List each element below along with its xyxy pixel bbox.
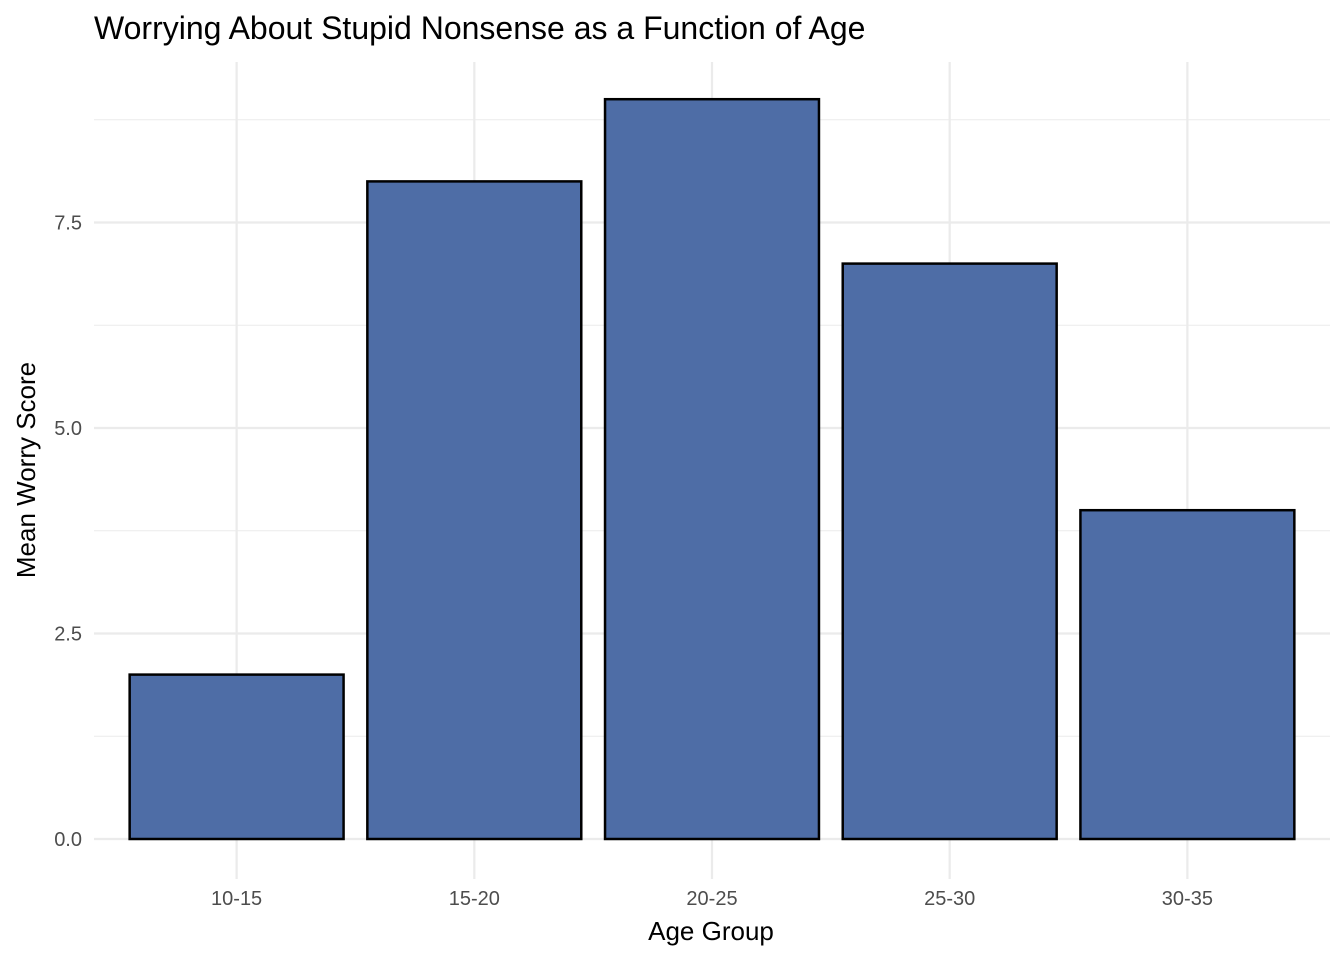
bar-10-15	[128, 673, 345, 841]
bar-15-20	[366, 180, 583, 841]
x-axis-title: Age Group	[648, 916, 774, 946]
x-tick-label: 20-25	[686, 888, 737, 910]
y-axis-title: Mean Worry Score	[11, 362, 41, 578]
y-axis-ticks: 0.0 2.5 5.0 7.5	[54, 213, 82, 852]
y-tick-label: 2.5	[54, 624, 82, 646]
bar-25-30	[841, 262, 1058, 841]
bars	[128, 97, 1296, 841]
bar-30-35	[1079, 508, 1296, 841]
y-tick-label: 5.0	[54, 418, 82, 440]
x-tick-label: 10-15	[211, 888, 262, 910]
y-tick-label: 7.5	[54, 213, 82, 235]
x-tick-label: 15-20	[449, 888, 500, 910]
x-tick-label: 25-30	[924, 888, 975, 910]
x-axis-ticks: 10-15 15-20 20-25 25-30 30-35	[211, 888, 1213, 910]
bar-20-25	[603, 97, 821, 841]
chart-title: Worrying About Stupid Nonsense as a Func…	[94, 10, 865, 46]
x-tick-label: 30-35	[1162, 888, 1213, 910]
y-tick-label: 0.0	[54, 829, 82, 851]
